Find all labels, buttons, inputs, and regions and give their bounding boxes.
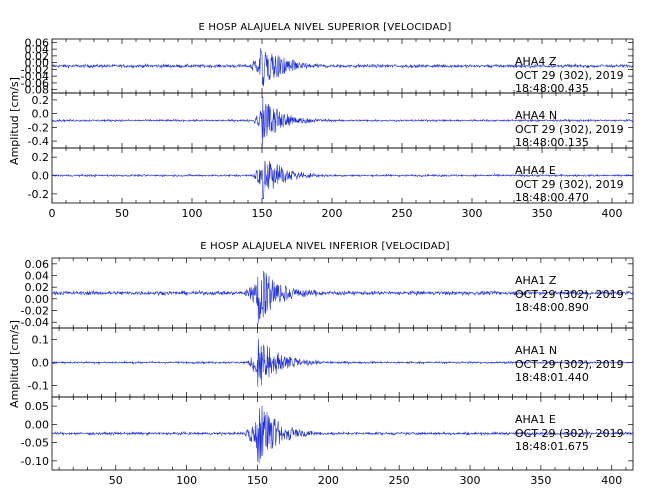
ytick-label-aha4-z: 0.00 (25, 57, 50, 70)
station-label-aha1-n: AHA1 N (515, 344, 557, 357)
ytick-label-aha1-e: 0.00 (25, 418, 50, 431)
chart-title-superior: E HOSP ALAJUELA NIVEL SUPERIOR [VELOCIDA… (198, 22, 451, 33)
trace-aha4-e (51, 160, 634, 200)
xtick-label-inferior: 250 (389, 474, 410, 487)
ytick-label-aha1-z: 0.02 (25, 281, 50, 294)
time-label-aha1-z: 18:48:00.890 (515, 301, 589, 314)
chart-title-inferior: E HOSP ALAJUELA NIVEL INFERIOR [VELOCIDA… (200, 241, 450, 252)
ytick-label-aha4-z: -0.04 (21, 70, 49, 83)
xtick-label-inferior: 300 (460, 474, 481, 487)
ytick-label-aha1-e: 0.05 (25, 400, 50, 413)
time-label-aha1-e: 18:48:01.675 (515, 440, 589, 453)
xtick-label-superior: 350 (532, 207, 553, 220)
xtick-label-inferior: 150 (247, 474, 268, 487)
xtick-label-inferior: 400 (601, 474, 622, 487)
ytick-label-aha1-e: -0.10 (21, 455, 49, 468)
y-axis-label-inferior: Amplitud [cm/s] (8, 320, 21, 408)
time-label-aha4-n: 18:48:00.135 (515, 136, 589, 149)
trace-aha4-n (51, 96, 634, 147)
trace-aha1-n (51, 338, 634, 387)
y-axis-label-superior: Amplitud [cm/s] (8, 77, 21, 165)
xtick-label-inferior: 50 (109, 474, 123, 487)
ytick-label-aha4-z: -0.02 (21, 63, 49, 76)
xtick-label-inferior: 350 (530, 474, 551, 487)
station-label-aha1-z: AHA1 Z (515, 274, 557, 287)
date-label-aha4-n: OCT 29 (302), 2019 (515, 123, 624, 136)
time-label-aha4-e: 18:48:00.470 (515, 191, 589, 204)
xtick-label-superior: 150 (252, 207, 273, 220)
xtick-label-superior: 50 (115, 207, 129, 220)
ytick-label-aha1-z: -0.04 (21, 316, 49, 329)
ytick-label-aha1-z: -0.02 (21, 305, 49, 318)
date-label-aha4-z: OCT 29 (302), 2019 (515, 69, 624, 82)
xtick-label-inferior: 200 (318, 474, 339, 487)
xtick-label-superior: 400 (602, 207, 623, 220)
trace-aha4-z (51, 48, 634, 87)
ytick-label-aha4-z: 0.06 (25, 36, 50, 49)
date-label-aha4-e: OCT 29 (302), 2019 (515, 178, 624, 191)
ytick-label-aha1-e: -0.05 (21, 437, 49, 450)
ytick-label-aha1-z: 0.00 (25, 293, 50, 306)
ytick-label-aha1-z: 0.06 (25, 258, 50, 271)
xtick-label-superior: 200 (322, 207, 343, 220)
ytick-label-aha1-z: 0.04 (25, 270, 50, 283)
station-label-aha4-z: AHA4 Z (515, 55, 557, 68)
xtick-label-superior: 250 (392, 207, 413, 220)
ytick-label-aha4-z: 0.04 (25, 43, 50, 56)
date-label-aha1-n: OCT 29 (302), 2019 (515, 358, 624, 371)
ytick-label-aha4-e: -0.2 (28, 188, 49, 201)
date-label-aha1-e: OCT 29 (302), 2019 (515, 427, 624, 440)
station-label-aha1-e: AHA1 E (515, 413, 556, 426)
time-label-aha4-z: 18:48:00.435 (515, 82, 589, 95)
trace-aha1-e (51, 405, 634, 464)
time-label-aha1-n: 18:48:01.440 (515, 371, 589, 384)
ytick-label-aha1-n: -0.1 (28, 380, 49, 393)
ytick-label-aha4-n: -0.2 (28, 121, 49, 134)
ytick-label-aha4-e: 0.0 (32, 170, 50, 183)
ytick-label-aha4-z: -0.06 (21, 77, 49, 90)
ytick-label-aha4-e: 0.2 (32, 151, 50, 164)
station-label-aha4-e: AHA4 E (515, 164, 556, 177)
ytick-label-aha4-n: 0.2 (32, 94, 50, 107)
ytick-label-aha4-n: -0.4 (28, 135, 49, 148)
xtick-label-superior: 100 (182, 207, 203, 220)
ytick-label-aha4-z: 0.08 (25, 84, 50, 97)
ytick-label-aha4-z: 0.02 (25, 50, 50, 63)
ytick-label-aha1-n: 0.0 (32, 357, 50, 370)
xtick-label-superior: 300 (462, 207, 483, 220)
xtick-label-inferior: 100 (176, 474, 197, 487)
date-label-aha1-z: OCT 29 (302), 2019 (515, 288, 624, 301)
trace-aha1-z (51, 271, 634, 324)
ytick-label-aha1-n: 0.1 (32, 334, 50, 347)
xtick-label-superior: 0 (49, 207, 56, 220)
station-label-aha4-n: AHA4 N (515, 109, 557, 122)
ytick-label-aha4-n: 0.0 (32, 108, 50, 121)
